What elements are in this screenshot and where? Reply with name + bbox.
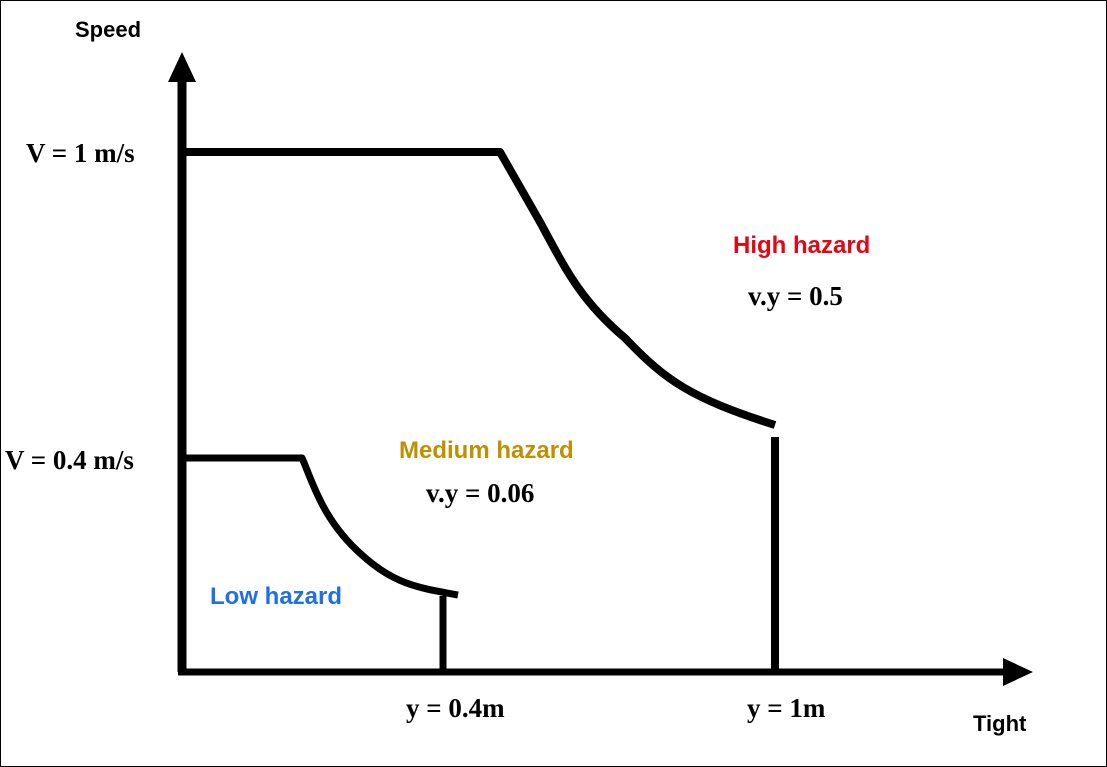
- high-hazard-boundary: [186, 148, 777, 429]
- y-tick-1ms: V = 1 m/s: [26, 138, 135, 168]
- y-tick-04ms: V = 0.4 m/s: [5, 445, 134, 475]
- x-axis-arrow: [1003, 658, 1033, 686]
- low-hazard-label: Low hazard: [210, 583, 342, 610]
- y-axis-title: Speed: [75, 17, 141, 42]
- medium-hazard-label: Medium hazard: [399, 437, 574, 464]
- low-hazard-boundary: [186, 454, 459, 599]
- high-hazard-label: High hazard: [733, 232, 870, 259]
- x-tick-1m: y = 1m: [747, 693, 826, 723]
- x-tick-04m: y = 0.4m: [406, 693, 505, 723]
- high-hazard-formula: v.y = 0.5: [748, 281, 843, 311]
- medium-hazard-formula: v.y = 0.06: [426, 478, 534, 508]
- y-axis-arrow: [168, 52, 196, 82]
- x-axis-title: Tight: [973, 711, 1027, 736]
